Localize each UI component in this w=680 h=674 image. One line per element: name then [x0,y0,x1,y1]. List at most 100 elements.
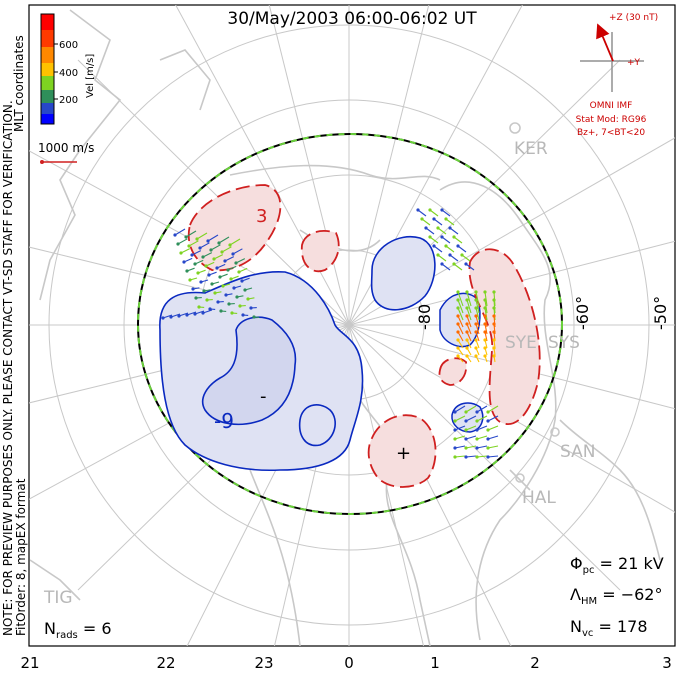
velocity-vector [457,291,464,307]
stat-n-vc: Nvc = 178 [570,617,648,639]
velocity-vector-origin [456,298,460,302]
velocity-vector [453,236,463,244]
velocity-vector-origin [486,437,490,441]
imf-y-label: +Y [627,58,641,68]
velocity-vector-origin [474,298,478,302]
velocity-vector [466,315,472,328]
velocity-vector [475,323,480,335]
velocity-vector-origin [249,306,253,310]
velocity-vector [484,315,488,328]
velocity-vector [475,315,480,328]
stat-n-rads: Nrads = 6 [44,619,112,641]
velocity-vector-origin [196,271,200,275]
velocity-vector [475,291,480,307]
velocity-vector-origin [217,241,221,245]
velocity-vector-origin [464,428,468,432]
velocity-vector-origin [231,252,235,256]
velocity-vector-origin [453,410,457,414]
mlt-label-23: 23 [254,654,273,672]
velocity-vector-origin [428,208,432,212]
velocity-vector-origin [452,235,456,239]
velocity-vector-origin [444,244,448,248]
velocity-vector [465,263,475,271]
velocity-vector-origin [444,217,448,221]
velocity-vector [433,218,443,226]
velocity-vector-origin [188,278,192,282]
velocity-vector-origin [185,269,189,273]
velocity-vector-origin [201,311,205,315]
velocity-vector [224,256,235,262]
velocity-vector-origin [194,296,198,300]
velocity-vector-origin [474,322,478,326]
velocity-vector-origin [440,262,444,266]
velocity-vector-origin [436,226,440,230]
velocity-vector [465,435,477,440]
velocity-vector-origin [416,208,420,212]
velocity-vector-origin [210,282,214,286]
velocity-vector [199,242,210,249]
colorbar-tick-400: 400 [59,68,78,79]
velocity-vector [441,236,451,244]
velocity-vector-origin [193,262,197,266]
velocity-vector [465,415,477,422]
velocity-vector-origin [161,316,165,320]
velocity-vector-origin [453,455,457,459]
velocity-vector [213,254,224,260]
velocity-vector-origin [440,235,444,239]
imf-clock-dial [580,23,644,92]
velocity-vector-origin [216,300,220,304]
velocity-vector [465,445,477,449]
velocity-vector-origin [232,286,236,290]
velocity-vector-origin [475,428,479,432]
velocity-vector [441,263,451,271]
velocity-vector-origin [184,235,188,239]
velocity-vector-origin [176,242,180,246]
negative-cell-inner [201,316,297,426]
velocity-vector-origin [456,314,460,318]
contour-label-neg9: -9 [214,409,234,433]
velocity-vector [476,415,488,422]
negative-cell-right [370,235,436,311]
velocity-vector-origin [206,239,210,243]
positive-cell-right [468,248,541,425]
velocity-vector [457,331,464,342]
velocity-vector [210,244,221,251]
velocity-vector [465,425,477,431]
velocity-vector-origin [492,330,496,334]
velocity-vector-origin [428,235,432,239]
velocity-vector [475,299,480,314]
contour-label-3: 3 [256,206,267,227]
velocity-vector-origin [464,446,468,450]
imf-z-label: +Z (30 nT) [609,13,658,23]
lat-label-50: -50° [651,296,670,330]
velocity-vector-origin [440,208,444,212]
velocity-vector-origin [215,266,219,270]
velocity-vector [202,252,213,258]
velocity-vector-origin [483,330,487,334]
velocity-vector-origin [207,273,211,277]
velocity-vector-origin [209,248,213,252]
velocity-vector-origin [432,244,436,248]
velocity-vector-origin [424,226,428,230]
velocity-vector-origin [453,437,457,441]
mlt-label-3: 3 [662,654,672,672]
contour-label-plus: + [396,443,411,464]
velocity-vector-origin [199,280,203,284]
station-tig: TIG [43,588,73,608]
velocity-vector-origin [492,290,496,294]
velocity-vector-origin [456,330,460,334]
negative-cell-island [298,404,336,447]
velocity-vector [429,209,439,217]
velocity-vector-origin [483,314,487,318]
velocity-vector-origin [460,253,464,257]
velocity-vector-origin [474,338,478,342]
velocity-vector-origin [453,446,457,450]
positive-cell-small [438,357,468,386]
velocity-vector-origin [205,298,209,302]
velocity-vector-origin [448,226,452,230]
velocity-vector-origin [465,306,469,310]
velocity-vector-origin [436,253,440,257]
velocity-vector [457,315,464,328]
velocity-vector-origin [219,309,223,313]
